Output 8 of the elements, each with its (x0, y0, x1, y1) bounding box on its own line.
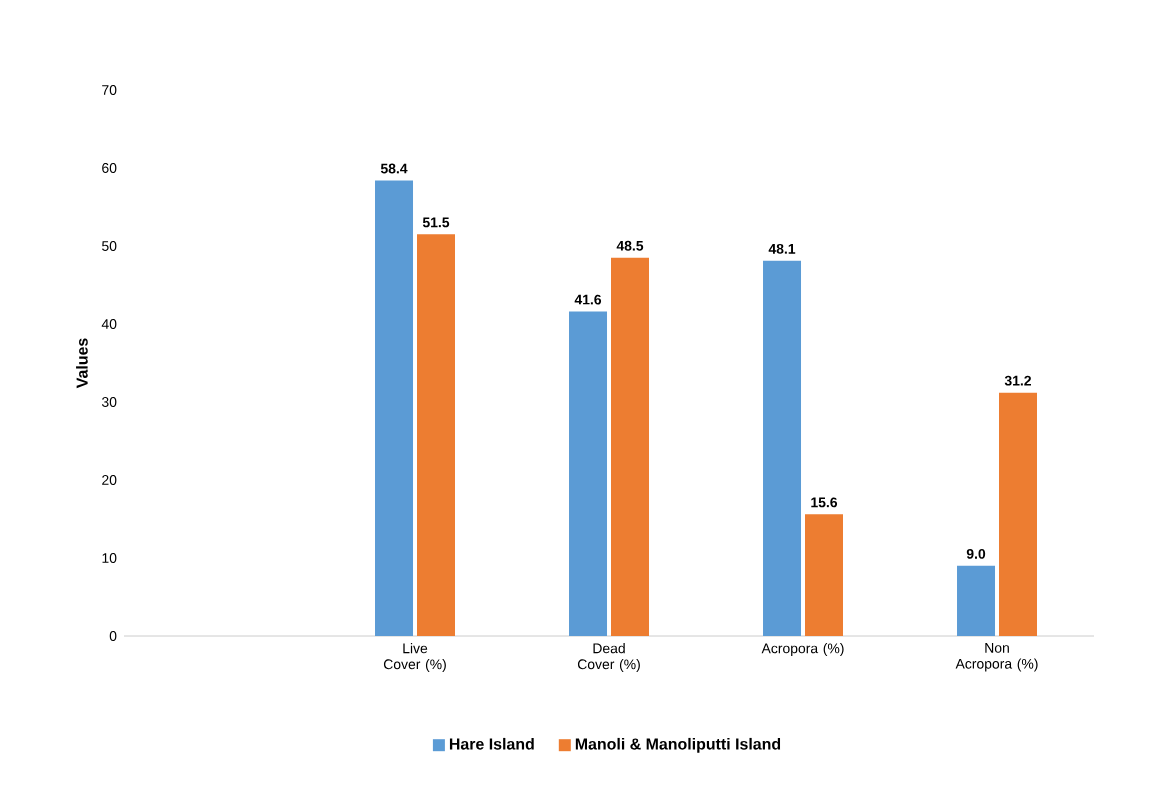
bar (805, 514, 843, 636)
bar (999, 392, 1037, 636)
bar (569, 311, 608, 636)
bar (375, 180, 414, 636)
bar (957, 565, 996, 636)
bar (611, 257, 649, 636)
bar (417, 234, 455, 636)
bar (763, 260, 802, 636)
